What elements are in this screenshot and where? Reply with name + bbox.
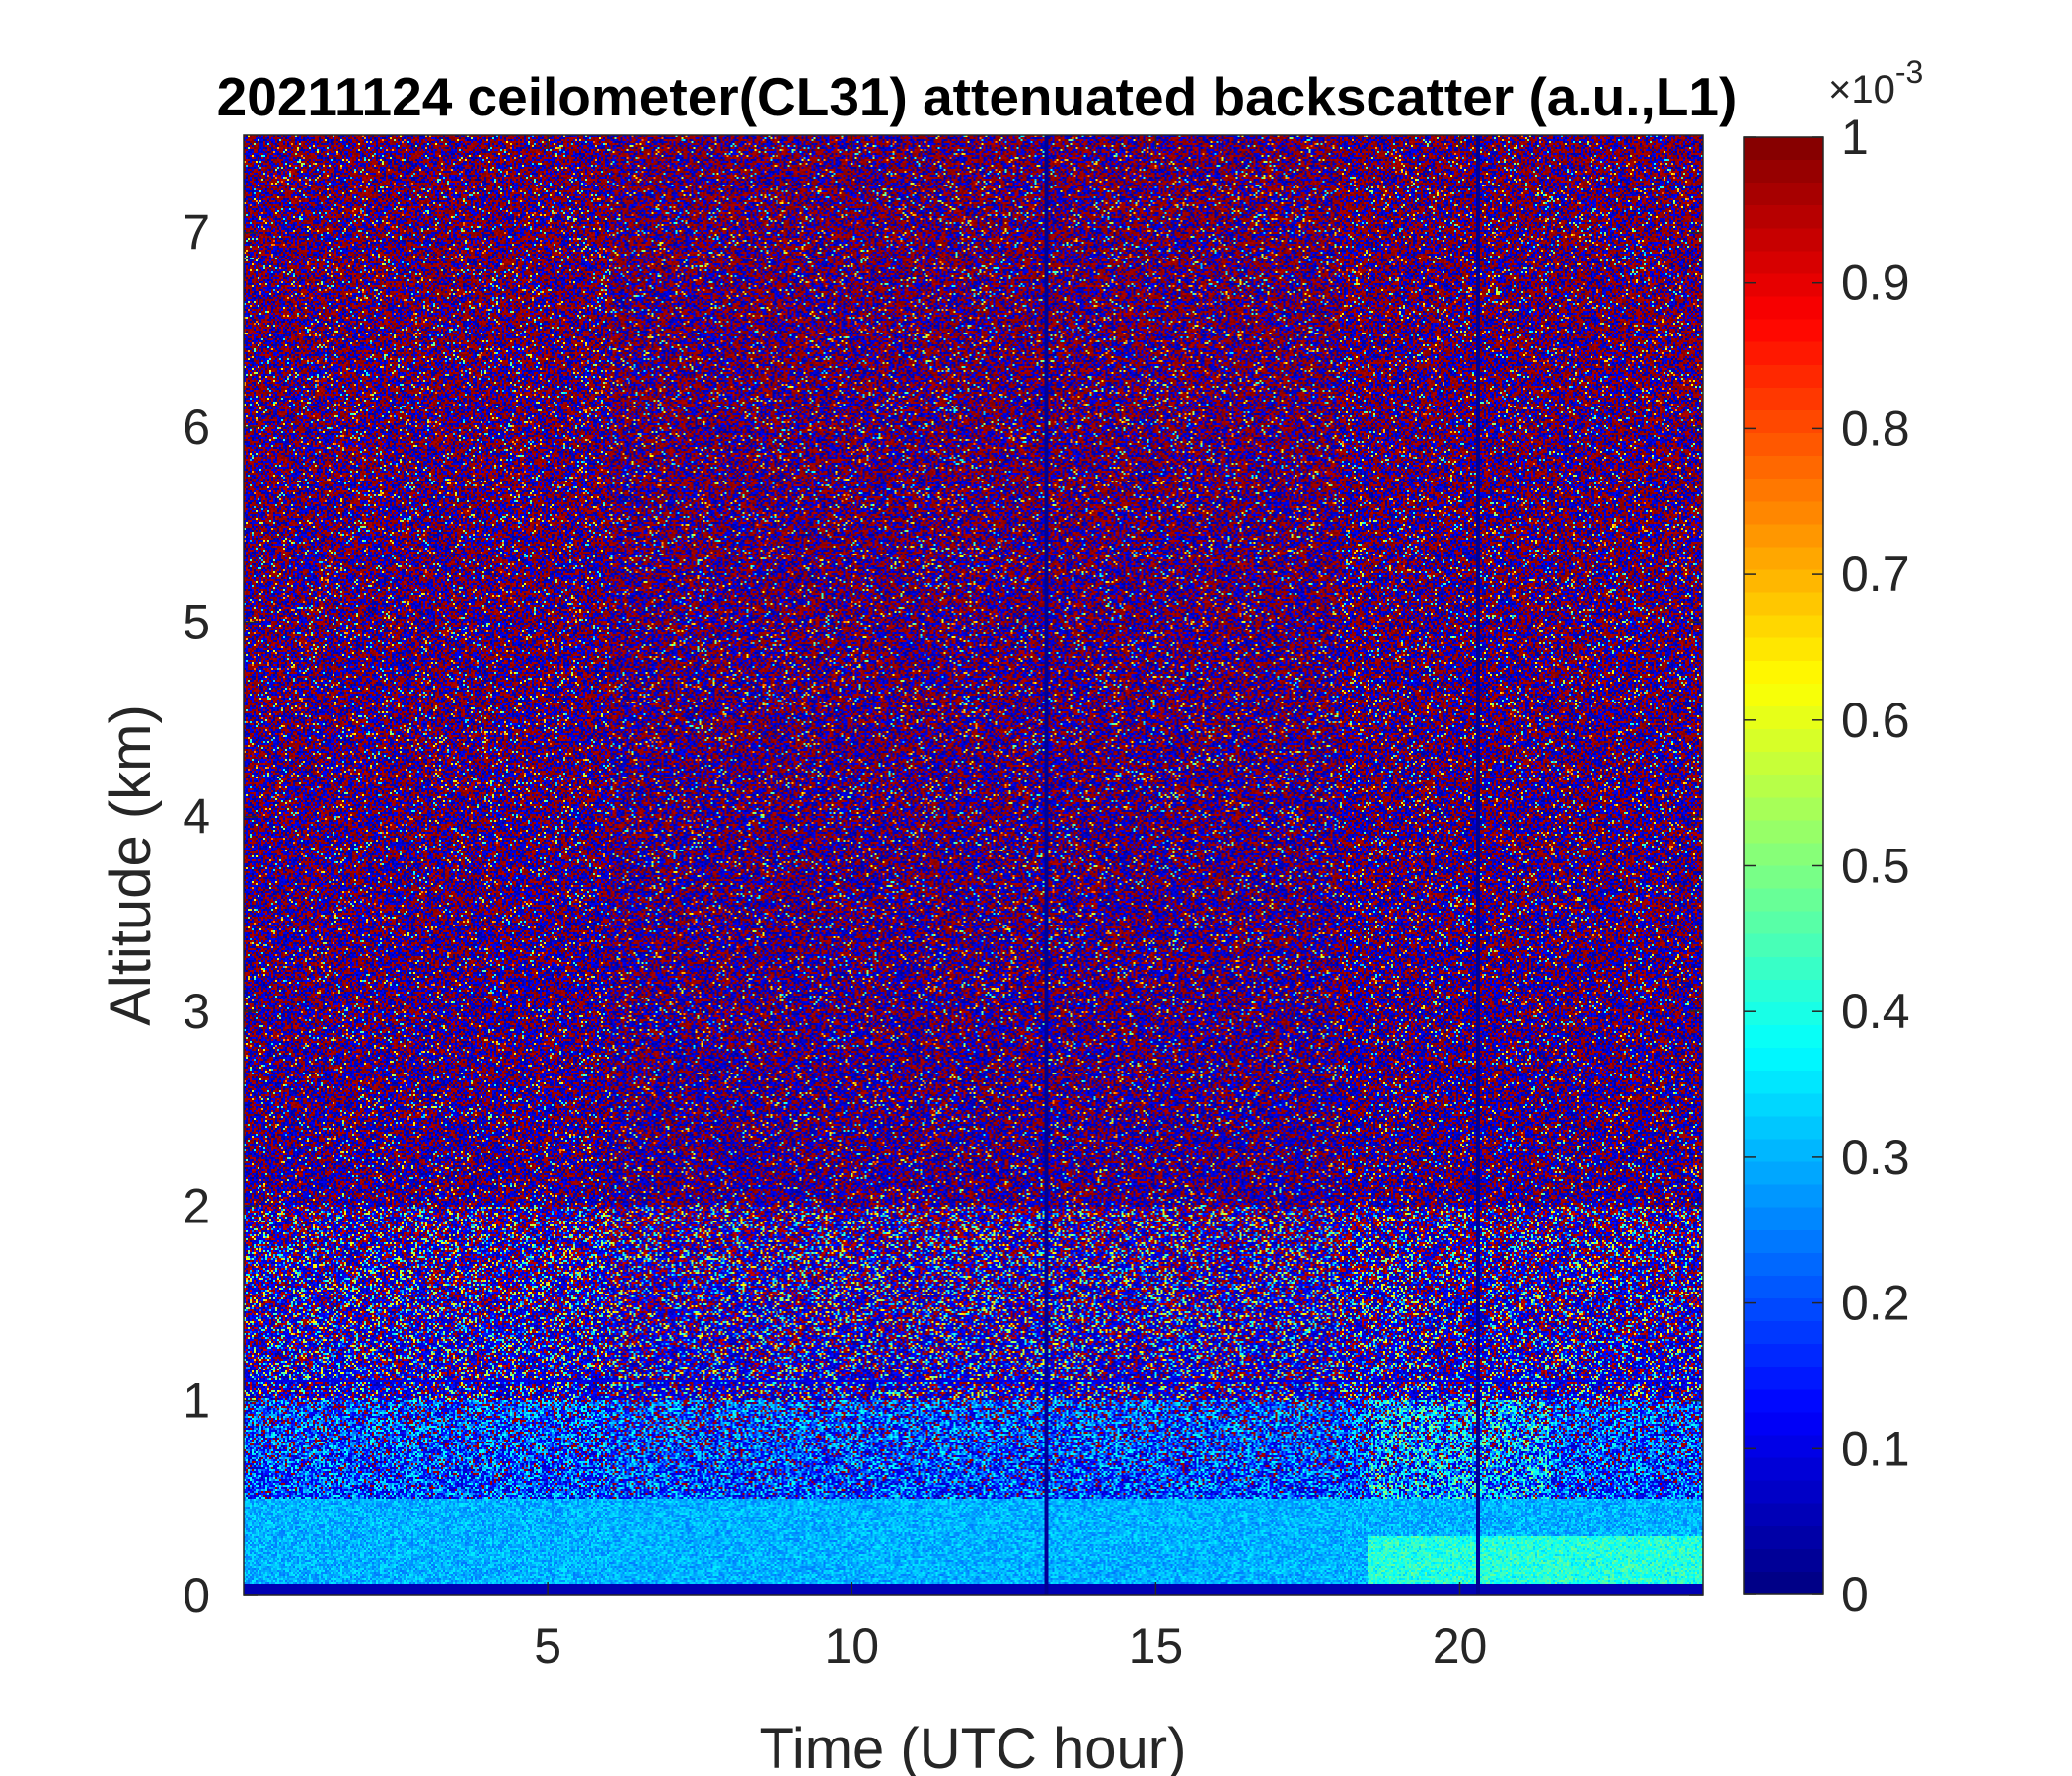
y-tick-label: 0 [183,1568,210,1623]
x-tick-label: 20 [1433,1618,1488,1673]
y-tick-label: 3 [183,984,210,1039]
colorbar-tick-label: 0.8 [1841,401,1910,456]
colorbar-tick-label: 0.3 [1841,1130,1910,1185]
y-tick-label: 6 [183,400,210,455]
colorbar-exponent-power: -3 [1895,54,1923,90]
y-tick-label: 4 [183,789,210,845]
colorbar-tick-label: 0.2 [1841,1276,1910,1331]
y-axis-label: Altitude (km) [99,704,163,1026]
x-tick-label: 5 [534,1618,561,1673]
x-axis-label: Time (UTC hour) [760,1717,1187,1776]
y-axis-ticks: 0 1 2 3 4 5 6 7 [183,205,1703,1623]
colorbar-image [1744,137,1823,1594]
plot-frame [243,134,1704,1596]
colorbar-tick-label: 0.7 [1841,547,1910,602]
colorbar-tick-label: 0.4 [1841,984,1910,1039]
x-tick-label: 15 [1129,1618,1184,1673]
x-axis-ticks: 5 10 15 20 [534,135,1487,1673]
colorbar-tick-label: 0.1 [1841,1421,1910,1476]
colorbar-tick-label: 0.5 [1841,839,1910,894]
colorbar-tick-label: 0 [1841,1567,1869,1622]
colorbar-tick-label: 0.9 [1841,256,1910,311]
colorbar-exponent-base: ×10 [1828,68,1895,111]
y-tick-label: 1 [183,1373,210,1429]
heatmap-image [244,135,1703,1595]
y-tick-label: 2 [183,1178,210,1233]
colorbar-tick-label: 1 [1841,110,1869,165]
x-tick-label: 10 [824,1618,879,1673]
y-tick-label: 7 [183,205,210,260]
colorbar-exponent: ×10-3 [1828,54,1923,111]
y-tick-label: 5 [183,594,210,649]
chart-title: 20211124 ceilometer(CL31) attenuated bac… [217,66,1738,127]
colorbar-tick-label: 0.6 [1841,693,1910,748]
colorbar-ticks: 0 0.1 0.2 0.3 0.4 0.5 0.6 0.7 0.8 0.9 1 [1744,110,1910,1622]
